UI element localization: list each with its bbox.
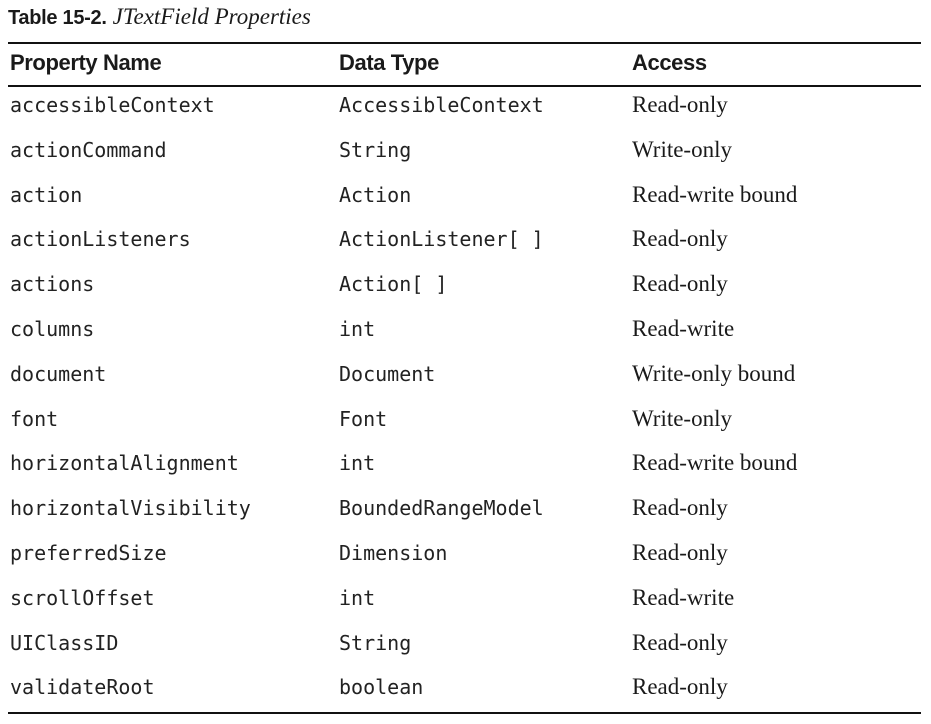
data-type-cell: int xyxy=(339,316,376,341)
data-type-cell: int xyxy=(339,585,376,610)
access-cell: Read-only xyxy=(632,495,728,521)
data-type-cell: AccessibleContext xyxy=(339,93,544,117)
table-body: accessibleContext AccessibleContext Read… xyxy=(8,87,921,714)
access-cell: Read-only xyxy=(632,674,728,700)
data-type-cell: Dimension xyxy=(339,540,448,565)
property-name-cell: scrollOffset xyxy=(10,585,155,610)
table-caption-label: Table 15-2. xyxy=(8,7,107,29)
property-name-cell: actions xyxy=(10,272,95,297)
access-cell: Write-only bound xyxy=(632,360,796,386)
property-name-cell: UIClassID xyxy=(10,630,119,655)
data-type-cell: Font xyxy=(339,406,388,431)
table-caption-title: JTextField Properties xyxy=(112,4,311,29)
table-row: validateRoot boolean Read-only xyxy=(8,669,921,714)
table-row: actionCommand String Write-only xyxy=(8,132,921,177)
access-cell: Read-only xyxy=(632,539,728,565)
data-type-cell: int xyxy=(339,451,376,476)
table-row: UIClassID String Read-only xyxy=(8,625,921,670)
table-row: actionListeners ActionListener[ ] Read-o… xyxy=(8,221,921,266)
data-type-cell: Action[ ] xyxy=(339,272,448,297)
access-cell: Read-only xyxy=(632,92,728,117)
access-cell: Write-only xyxy=(632,405,732,431)
property-name-cell: columns xyxy=(10,316,95,341)
property-name-cell: font xyxy=(10,406,59,431)
data-type-cell: String xyxy=(339,137,412,162)
table-row: action Action Read-write bound xyxy=(8,177,921,222)
table-header-rule xyxy=(8,85,921,87)
table-header-row: Property Name Data Type Access xyxy=(8,44,921,85)
data-type-cell: Action xyxy=(339,182,412,207)
property-name-cell: actionListeners xyxy=(10,227,191,252)
data-type-cell: boolean xyxy=(339,675,424,700)
table-bottom-rule xyxy=(8,712,921,714)
table-top-rule xyxy=(8,42,921,44)
table-row: document Document Write-only bound xyxy=(8,356,921,401)
table-row: actions Action[ ] Read-only xyxy=(8,266,921,311)
property-name-cell: preferredSize xyxy=(10,540,167,565)
table-row: horizontalAlignment int Read-write bound xyxy=(8,445,921,490)
access-cell: Read-only xyxy=(632,271,728,297)
access-cell: Read-only xyxy=(632,226,728,252)
table-row: font Font Write-only xyxy=(8,401,921,446)
data-type-cell: ActionListener[ ] xyxy=(339,227,544,252)
access-cell: Read-write xyxy=(632,315,735,341)
header-access: Access xyxy=(632,50,707,75)
table-row: preferredSize Dimension Read-only xyxy=(8,535,921,580)
table-caption: Table 15-2. JTextField Properties xyxy=(8,2,311,32)
property-name-cell: horizontalAlignment xyxy=(10,451,239,476)
data-type-cell: Document xyxy=(339,361,436,386)
table-row: scrollOffset int Read-write xyxy=(8,580,921,625)
access-cell: Read-write xyxy=(632,584,735,610)
property-name-cell: document xyxy=(10,361,107,386)
property-name-cell: actionCommand xyxy=(10,137,167,162)
table-row: horizontalVisibility BoundedRangeModel R… xyxy=(8,490,921,535)
table-row: accessibleContext AccessibleContext Read… xyxy=(8,87,921,132)
property-name-cell: accessibleContext xyxy=(10,93,215,117)
access-cell: Write-only xyxy=(632,136,732,162)
data-type-cell: BoundedRangeModel xyxy=(339,496,544,521)
access-cell: Read-write bound xyxy=(632,450,798,476)
data-type-cell: String xyxy=(339,630,412,655)
access-cell: Read-only xyxy=(632,629,728,655)
property-name-cell: validateRoot xyxy=(10,675,155,700)
property-name-cell: action xyxy=(10,182,83,207)
table-row: columns int Read-write xyxy=(8,311,921,356)
property-name-cell: horizontalVisibility xyxy=(10,496,251,521)
header-data-type: Data Type xyxy=(339,50,439,75)
access-cell: Read-write bound xyxy=(632,181,798,207)
header-property-name: Property Name xyxy=(10,50,162,75)
